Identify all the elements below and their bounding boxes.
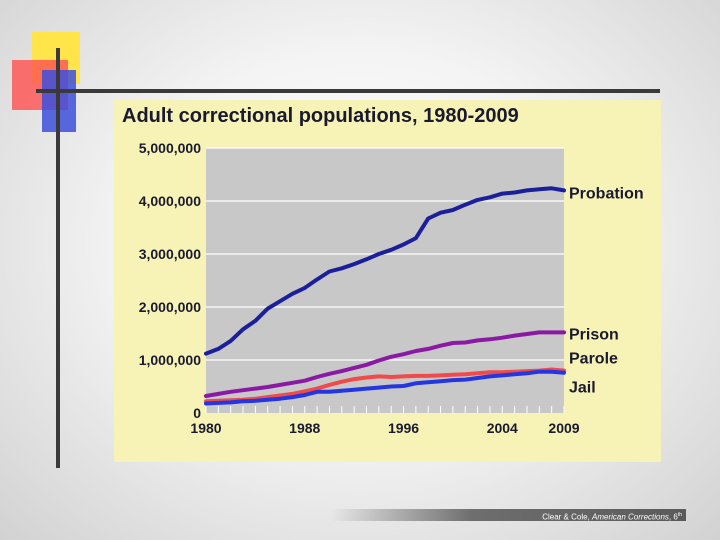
x-tick-label: 1996 [388, 420, 419, 436]
x-tick-label: 2009 [548, 420, 579, 436]
y-tick-label: 3,000,000 [139, 246, 201, 262]
series-line-jail [204, 369, 566, 406]
x-tick-label: 1988 [289, 420, 320, 436]
footer-book: American Corrections [592, 512, 669, 522]
series-line-probation [204, 186, 566, 356]
y-tick-label: 5,000,000 [139, 140, 201, 156]
y-tick-label: 1,000,000 [139, 352, 201, 368]
x-tick-label: 1980 [190, 420, 221, 436]
x-tick-label: 2004 [487, 420, 518, 436]
footer-bar [330, 509, 686, 521]
series-label-prison: Prison [569, 326, 619, 343]
chart-panel: Adult correctional populations, 1980-200… [114, 100, 661, 462]
y-tick-label: 4,000,000 [139, 193, 201, 209]
footer-authors: Clear & Cole, [542, 512, 590, 522]
series-label-parole: Parole [569, 351, 618, 368]
footer-edition: , 6 [668, 512, 678, 522]
series-label-probation: Probation [569, 185, 644, 202]
y-tick-label: 0 [193, 405, 201, 421]
y-tick-label: 2,000,000 [139, 299, 201, 315]
series-line-parole [204, 367, 566, 404]
footer-citation: Clear & Cole, American Corrections, 6th [542, 509, 682, 524]
series-line-prison [204, 330, 566, 398]
series-label-jail: Jail [569, 380, 596, 397]
decor-line-vertical [56, 48, 60, 468]
decor-line-horizontal [36, 89, 660, 93]
footer-edition-suffix: th [677, 512, 682, 518]
chart-title: Adult correctional populations, 1980-200… [122, 105, 519, 127]
line-chart: 0 1,000,000 2,000,000 3,000,000 4,000,000 5,0… [139, 140, 644, 436]
